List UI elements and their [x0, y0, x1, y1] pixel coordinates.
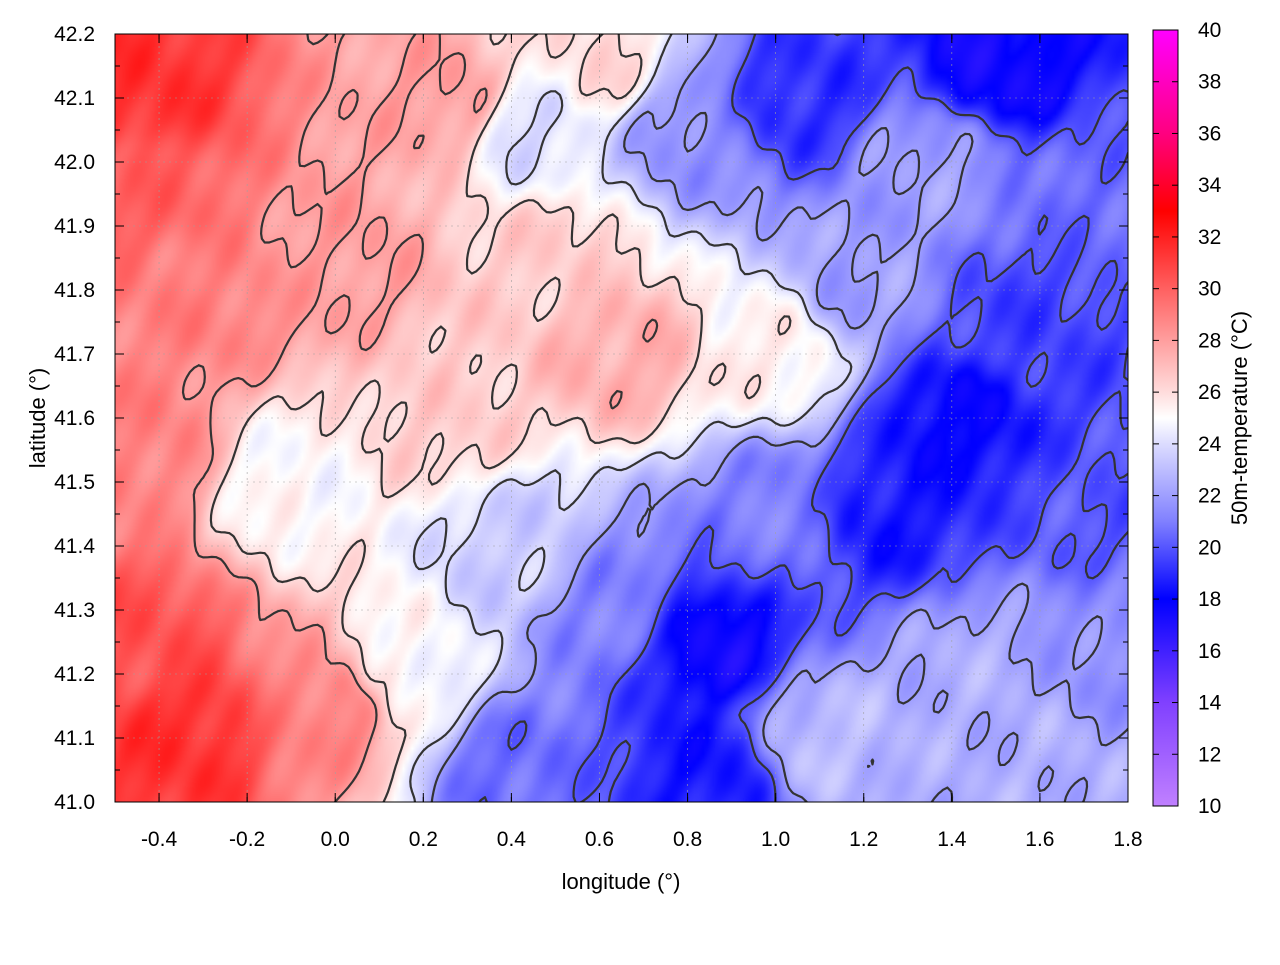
- colorbar-tick-label: 40: [1198, 19, 1221, 42]
- contour-line-26: [209, 34, 792, 802]
- contour-line-20: [478, 34, 1128, 802]
- x-axis-ticks: -0.4 -0.2 0.0 0.2 0.4 0.6 0.8 1.0 1.2 1.4 1.6 1.8: [141, 34, 1143, 851]
- colorbar-tick-label: 38: [1198, 71, 1221, 94]
- y-tick-label: 41.8: [54, 279, 95, 302]
- colorbar-tick-label: 36: [1198, 122, 1221, 145]
- x-tick-label: 1.0: [761, 828, 790, 851]
- y-tick-label: 41.3: [54, 599, 95, 622]
- y-tick-label: 41.6: [54, 407, 95, 430]
- y-axis-ticks: 41.0 41.1 41.2 41.3 41.4 41.5 41.6 41.7 41.8 41.9…: [54, 23, 1128, 814]
- contour-line-22: [430, 34, 1128, 802]
- x-tick-label: 0.6: [585, 828, 614, 851]
- colorbar-tick-label: 26: [1198, 381, 1221, 404]
- y-tick-label: 41.4: [54, 535, 95, 558]
- colorbar-tick-label: 20: [1198, 536, 1221, 559]
- x-tick-label: 0.8: [673, 828, 702, 851]
- contour-line-28: [181, 34, 659, 802]
- colorbar-tick-label: 34: [1198, 174, 1222, 197]
- y-tick-label: 42.2: [54, 23, 95, 46]
- colorbar-label: 50m-temperature (°C): [1227, 311, 1252, 525]
- colorbar-tick-label: 10: [1198, 795, 1221, 818]
- y-tick-label: 41.2: [54, 663, 95, 686]
- contour-line-24: [409, 34, 853, 802]
- x-tick-label: 0.2: [409, 828, 438, 851]
- colorbar-tick-label: 16: [1198, 640, 1221, 663]
- y-tick-label: 41.5: [54, 471, 95, 494]
- colorbar-ticks: 10 12 14 16 18 20 22 24 26 28 30 32 34 36 38 40: [1153, 19, 1222, 818]
- y-tick-label: 41.7: [54, 343, 95, 366]
- x-tick-label: 0.0: [321, 828, 350, 851]
- x-tick-label: 1.6: [1025, 828, 1054, 851]
- colorbar-tick-label: 32: [1198, 226, 1221, 249]
- colorbar-tick-label: 14: [1198, 692, 1222, 715]
- colorbar-tick-label: 28: [1198, 329, 1221, 352]
- y-tick-label: 41.9: [54, 215, 95, 238]
- y-tick-label: 41.1: [54, 727, 95, 750]
- colorbar-tick-label: 30: [1198, 278, 1221, 301]
- x-tick-label: -0.2: [229, 828, 265, 851]
- colorbar-tick-label: 22: [1198, 485, 1221, 508]
- y-tick-label: 42.1: [54, 87, 95, 110]
- x-axis-label: longitude (°): [562, 869, 681, 894]
- colorbar-tick-label: 24: [1198, 433, 1222, 456]
- y-tick-label: 42.0: [54, 151, 95, 174]
- x-tick-label: 1.4: [937, 828, 967, 851]
- x-tick-label: -0.4: [141, 828, 178, 851]
- x-tick-label: 1.2: [849, 828, 878, 851]
- x-tick-label: 1.8: [1113, 828, 1142, 851]
- y-axis-label: latitude (°): [25, 368, 50, 469]
- y-tick-label: 41.0: [54, 791, 95, 814]
- x-tick-label: 0.4: [497, 828, 527, 851]
- colorbar-tick-label: 12: [1198, 743, 1221, 766]
- contour-lines: [181, 34, 1128, 802]
- colorbar-tick-label: 18: [1198, 588, 1221, 611]
- colorbar: [1152, 29, 1179, 807]
